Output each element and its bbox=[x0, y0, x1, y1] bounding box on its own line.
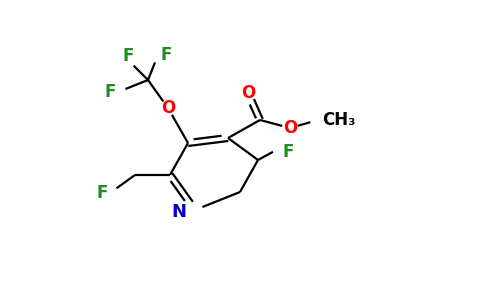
Text: O: O bbox=[241, 84, 255, 102]
Text: N: N bbox=[171, 203, 186, 221]
Text: F: F bbox=[105, 83, 116, 101]
Text: CH₃: CH₃ bbox=[322, 111, 355, 129]
Text: O: O bbox=[161, 99, 175, 117]
Text: F: F bbox=[122, 47, 134, 65]
Text: F: F bbox=[282, 143, 293, 161]
Text: F: F bbox=[160, 46, 171, 64]
Text: O: O bbox=[283, 119, 297, 137]
Text: F: F bbox=[97, 184, 108, 202]
